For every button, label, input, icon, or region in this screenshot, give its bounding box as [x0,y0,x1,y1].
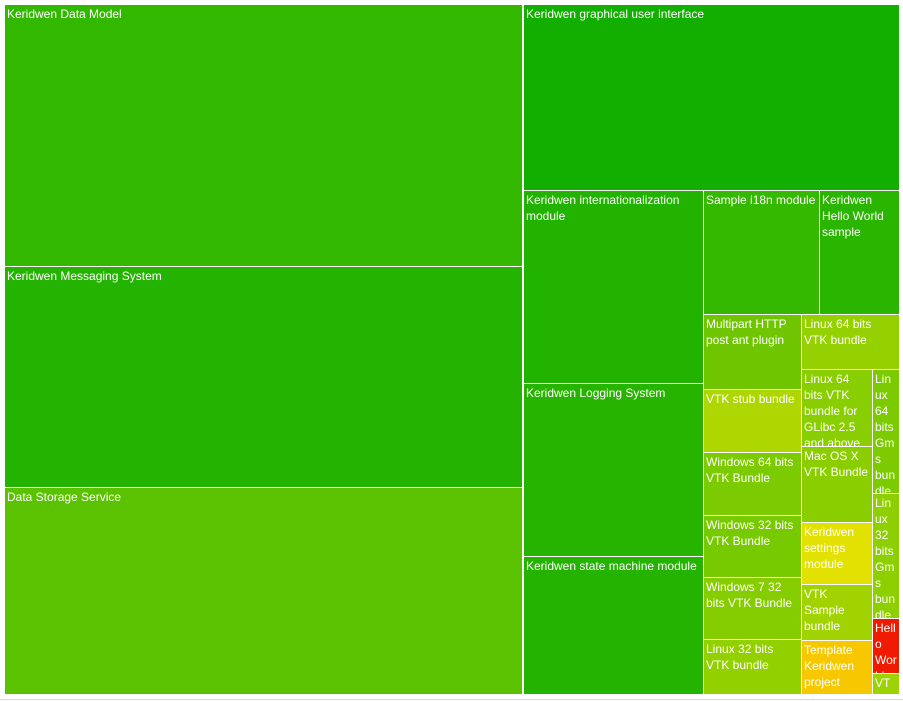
treemap-tile-label: Keridwen settings module [804,525,855,571]
treemap-tile[interactable]: VTK [872,673,900,695]
treemap-tile[interactable]: Mac OS X VTK Bundle [801,446,873,523]
treemap-tile[interactable]: VTK stub bundle [703,389,802,453]
treemap-tile-label: VTK Sample bundle [804,587,845,633]
treemap-tile-label: Linux 64 bits Gms bundle [875,372,896,494]
treemap-tile-label: Multipart HTTP post ant plugin [706,317,787,347]
treemap-tile-label: VTK [875,676,891,694]
treemap-tile-label: Linux 32 bits VTK bundle [706,642,774,672]
treemap-tile[interactable]: VTK Sample bundle [801,584,873,641]
treemap-tile-label: Linux 64 bits VTK bundle [804,317,872,347]
treemap-tile[interactable]: Data Storage Service [4,487,523,695]
treemap-tile-label: Windows 7 32 bits VTK Bundle [706,580,793,610]
treemap-tile-label: VTK stub bundle [706,392,795,406]
treemap-tile[interactable]: Linux 32 bits Gms bundle [872,493,900,619]
treemap-tile-label: Keridwen Hello World sample [822,193,884,239]
treemap-tile[interactable]: Keridwen Messaging System [4,266,523,488]
treemap-tile-label: Linux 64 bits VTK bundle for GLibc 2.5 a… [804,372,861,447]
treemap-tile-label: Data Storage Service [7,490,122,504]
treemap-tile[interactable]: Keridwen graphical user interface [523,4,900,191]
treemap-tile[interactable]: Linux 32 bits VTK bundle [703,639,802,695]
treemap-tile-label: Keridwen Logging System [526,386,666,400]
treemap-tile-label: Keridwen Data Model [7,7,122,21]
treemap-tile[interactable]: Multipart HTTP post ant plugin [703,314,802,390]
treemap-tile-label: Keridwen internationalization module [526,193,680,223]
treemap-tile[interactable]: Linux 64 bits VTK bundle for GLibc 2.5 a… [801,369,873,447]
treemap-tile-label: Sample i18n module [706,193,816,207]
treemap-tile-label: Windows 64 bits VTK Bundle [706,455,794,485]
treemap-tile-label: Hello World Caller [875,621,897,673]
treemap-tile-label: Template Keridwen project [804,643,855,689]
treemap-tile-label: Keridwen Messaging System [7,269,162,283]
treemap-tile[interactable]: Windows 32 bits VTK Bundle [703,515,802,578]
treemap-tile-label: Mac OS X VTK Bundle [804,449,869,479]
treemap-tile[interactable]: Linux 64 bits VTK bundle [801,314,900,370]
treemap-tile[interactable]: Keridwen Logging System [523,383,704,557]
treemap-tile-label: Linux 32 bits Gms bundle [875,496,896,619]
treemap-tile[interactable]: Hello World Caller [872,618,900,674]
treemap-tile[interactable]: Windows 64 bits VTK Bundle [703,452,802,516]
treemap-tile[interactable]: Keridwen settings module [801,522,873,585]
treemap-tile[interactable]: Template Keridwen project [801,640,873,695]
treemap-tile[interactable]: Windows 7 32 bits VTK Bundle [703,577,802,640]
treemap-tile[interactable]: Keridwen state machine module [523,556,704,695]
treemap-tile-label: Keridwen state machine module [526,559,697,573]
treemap-tile-label: Windows 32 bits VTK Bundle [706,518,794,548]
treemap-tile-label: Keridwen graphical user interface [526,7,705,21]
treemap-tile[interactable]: Keridwen Hello World sample [819,190,900,315]
treemap-tile[interactable]: Keridwen internationalization module [523,190,704,384]
bottom-divider [0,699,903,700]
treemap-tile[interactable]: Sample i18n module [703,190,820,315]
treemap-tile[interactable]: Linux 64 bits Gms bundle [872,369,900,494]
treemap-tile[interactable]: Keridwen Data Model [4,4,523,267]
